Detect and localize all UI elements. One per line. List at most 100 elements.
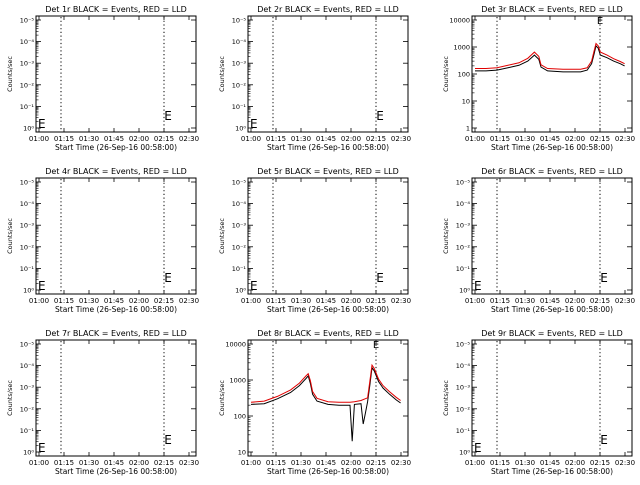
lld-series-line xyxy=(250,363,401,403)
events-series-line xyxy=(250,366,401,442)
e-marker: E xyxy=(474,279,482,293)
plot-frame xyxy=(247,339,409,457)
e-marker: E xyxy=(376,109,384,123)
y-tick-label: 10⁰ xyxy=(459,449,470,457)
panel-det-2: Det 2r BLACK = Events, RED = LLD 01:00 01:… xyxy=(218,5,411,152)
e-marker: E xyxy=(250,279,258,293)
y-tick-label: 10⁻² xyxy=(20,405,35,413)
x-axis-label: Start Time (26-Sep-16 00:58:00) xyxy=(491,143,613,152)
x-tick-label: 01:45 xyxy=(104,297,124,305)
e-marker: E xyxy=(474,441,482,455)
y-tick-label: 10⁻¹ xyxy=(456,427,471,435)
e-marker: E xyxy=(164,109,172,123)
x-tick-label: 01:00 xyxy=(29,135,49,143)
y-tick-label: 10⁻³ xyxy=(232,60,247,68)
x-tick-label: 02:15 xyxy=(366,459,386,467)
x-tick-label: 02:00 xyxy=(341,297,361,305)
plot-frame xyxy=(247,177,409,295)
x-tick-label: 01:00 xyxy=(241,297,261,305)
x-tick-label: 02:00 xyxy=(341,459,361,467)
panel-title: Det 1r BLACK = Events, RED = LLD xyxy=(45,5,187,14)
y-tick-label: 10000 xyxy=(449,17,470,25)
x-axis-label: Start Time (26-Sep-16 00:58:00) xyxy=(55,467,177,476)
panel-det-4: Det 4r BLACK = Events, RED = LLD 01:00 01:… xyxy=(6,167,199,314)
y-tick-label: 10⁰ xyxy=(235,287,246,295)
y-tick-label: 10⁻³ xyxy=(20,60,35,68)
plot-frame xyxy=(35,339,197,457)
x-tick-label: 01:30 xyxy=(291,135,311,143)
x-tick-label: 01:30 xyxy=(291,459,311,467)
x-tick-label: 02:15 xyxy=(366,297,386,305)
y-tick-label: 10⁻⁵ xyxy=(20,17,35,25)
y-tick-label: 10⁻¹ xyxy=(456,265,471,273)
x-tick-label: 01:45 xyxy=(540,459,560,467)
y-axis-label: Counts/sec xyxy=(218,56,226,92)
y-axis-label: Counts/sec xyxy=(218,218,226,254)
x-tick-label: 01:45 xyxy=(316,297,336,305)
y-tick-label: 10⁰ xyxy=(23,125,34,133)
x-tick-label: 01:00 xyxy=(29,459,49,467)
x-tick-label: 01:15 xyxy=(266,135,286,143)
x-tick-label: 02:15 xyxy=(154,459,174,467)
x-tick-label: 02:00 xyxy=(129,135,149,143)
e-marker: E xyxy=(38,117,46,131)
y-tick-label: 10⁻¹ xyxy=(20,265,35,273)
y-tick-label: 10⁻² xyxy=(20,243,35,251)
y-tick-label: 10⁰ xyxy=(23,449,34,457)
plot-frame xyxy=(471,339,633,457)
y-tick-label: 10⁰ xyxy=(459,287,470,295)
y-tick-label: 10⁻⁴ xyxy=(456,362,471,370)
y-tick-label: 10 xyxy=(462,98,470,106)
y-tick-label: 10⁻² xyxy=(20,81,35,89)
y-tick-label: 10⁻⁴ xyxy=(232,38,247,46)
x-tick-label: 02:30 xyxy=(391,135,411,143)
x-tick-label: 01:30 xyxy=(515,297,535,305)
x-tick-label: 02:15 xyxy=(590,459,610,467)
y-tick-label: 10⁻² xyxy=(232,81,247,89)
panel-title: Det 7r BLACK = Events, RED = LLD xyxy=(45,329,187,338)
panel-title: Det 8r BLACK = Events, RED = LLD xyxy=(257,329,399,338)
y-tick-label: 10⁻⁵ xyxy=(20,341,35,349)
y-tick-label: 10⁻¹ xyxy=(232,265,247,273)
x-axis-label: Start Time (26-Sep-16 00:58:00) xyxy=(491,467,613,476)
y-tick-label: 10⁻¹ xyxy=(20,427,35,435)
y-tick-label: 100 xyxy=(234,413,246,421)
panel-det-8: Det 8r BLACK = Events, RED = LLD 01:00 01:… xyxy=(218,329,411,476)
x-tick-label: 02:15 xyxy=(590,135,610,143)
x-tick-label: 02:30 xyxy=(179,459,199,467)
y-axis-label: Counts/sec xyxy=(218,380,226,416)
y-tick-label: 10⁻⁵ xyxy=(456,179,471,187)
x-axis-label: Start Time (26-Sep-16 00:58:00) xyxy=(267,467,389,476)
x-tick-label: 02:15 xyxy=(154,135,174,143)
y-tick-label: 10⁻¹ xyxy=(232,103,247,111)
events-series-line xyxy=(475,44,625,73)
x-tick-label: 01:45 xyxy=(104,459,124,467)
e-marker: E xyxy=(597,16,603,27)
x-tick-label: 01:30 xyxy=(79,135,99,143)
y-tick-label: 10⁰ xyxy=(235,125,246,133)
panel-det-5: Det 5r BLACK = Events, RED = LLD 01:00 01:… xyxy=(218,167,411,314)
e-marker: E xyxy=(600,433,608,447)
x-axis-label: Start Time (26-Sep-16 00:58:00) xyxy=(55,143,177,152)
plot-frame xyxy=(471,177,633,295)
x-tick-label: 01:15 xyxy=(266,297,286,305)
x-tick-label: 01:45 xyxy=(316,135,336,143)
y-axis-label: Counts/sec xyxy=(6,218,14,254)
y-axis-label: Counts/sec xyxy=(442,218,450,254)
panel-title: Det 6r BLACK = Events, RED = LLD xyxy=(481,167,623,176)
y-tick-label: 10000 xyxy=(225,341,246,349)
x-tick-label: 02:00 xyxy=(341,135,361,143)
y-axis-label: Counts/sec xyxy=(442,380,450,416)
y-tick-label: 10⁻³ xyxy=(232,222,247,230)
plot-frame xyxy=(247,15,409,133)
e-marker: E xyxy=(164,433,172,447)
x-tick-label: 02:00 xyxy=(129,297,149,305)
y-tick-label: 10⁻² xyxy=(456,405,471,413)
x-tick-label: 01:45 xyxy=(316,459,336,467)
y-tick-label: 10 xyxy=(238,449,246,457)
x-tick-label: 01:15 xyxy=(266,459,286,467)
y-tick-label: 1000 xyxy=(229,377,246,385)
panel-title: Det 4r BLACK = Events, RED = LLD xyxy=(45,167,187,176)
panel-det-6: Det 6r BLACK = Events, RED = LLD 01:00 01:… xyxy=(442,167,635,314)
